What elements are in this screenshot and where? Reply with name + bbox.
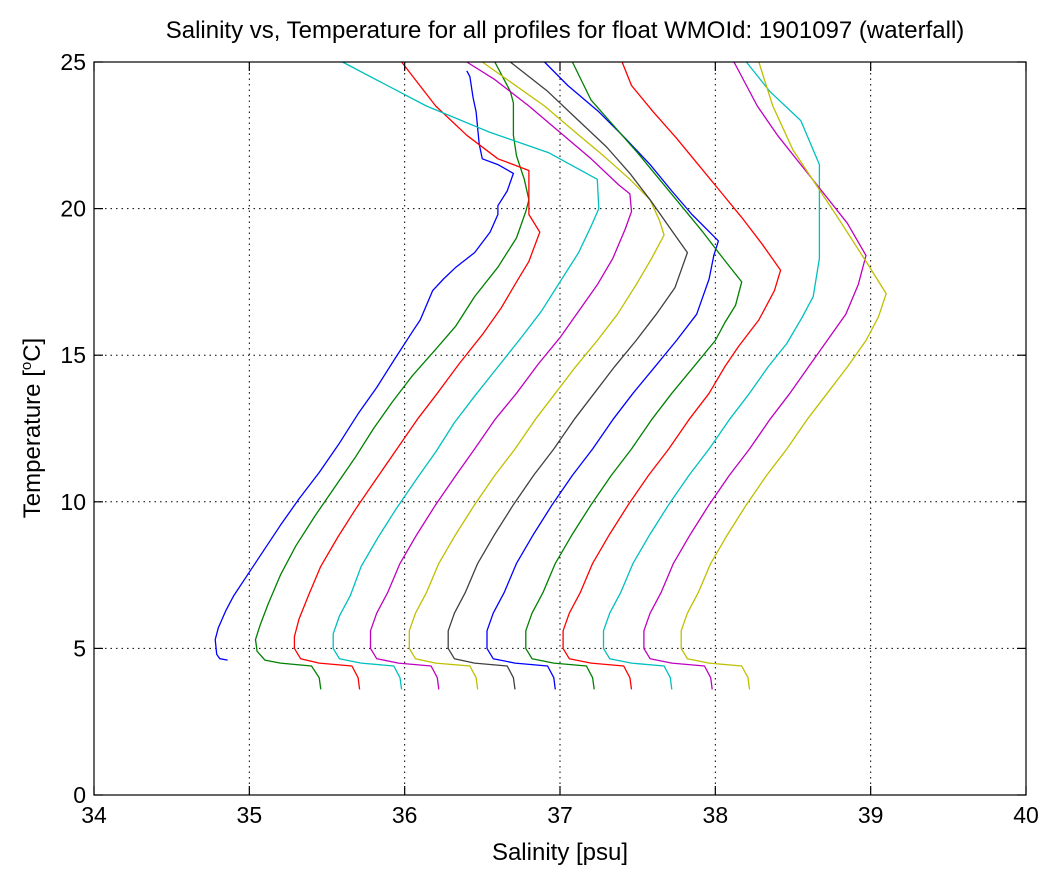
x-tick-label: 34 xyxy=(81,802,107,828)
y-tick-label: 15 xyxy=(60,342,86,368)
series-line-4 xyxy=(332,61,600,690)
data-series xyxy=(214,61,887,690)
grid-lines xyxy=(94,62,1026,795)
x-tick-label: 38 xyxy=(703,802,729,828)
x-tick-label: 40 xyxy=(1013,802,1039,828)
x-axis-label: Salinity [psu] xyxy=(492,839,628,866)
x-tick-labels: 34 35 36 37 38 39 40 xyxy=(81,802,1039,828)
y-tick-label: 0 xyxy=(73,782,86,808)
series-line-9 xyxy=(525,61,743,690)
x-tick-label: 35 xyxy=(237,802,263,828)
series-line-12 xyxy=(643,61,867,690)
y-tick-label: 20 xyxy=(60,196,86,222)
x-tick-label: 37 xyxy=(547,802,573,828)
chart-title: Salinity vs, Temperature for all profile… xyxy=(166,17,965,44)
y-axis-label: Temperature [oC] xyxy=(18,338,46,518)
y-tick-label: 5 xyxy=(73,635,86,661)
series-line-13 xyxy=(680,61,887,690)
y-tick-labels: 0 5 10 15 20 25 xyxy=(60,49,86,808)
y-tick-label: 25 xyxy=(60,49,86,75)
plot-frame xyxy=(93,61,1027,796)
y-axis-label-superscript: o xyxy=(18,362,35,370)
x-tick-label: 39 xyxy=(858,802,884,828)
series-line-2 xyxy=(254,61,530,690)
series-line-7 xyxy=(447,61,689,690)
y-axis-label-main: Temperature [ xyxy=(19,370,46,518)
series-line-6 xyxy=(408,61,665,690)
axis-ticks xyxy=(93,61,1027,796)
series-line-1 xyxy=(214,70,515,661)
y-tick-label: 10 xyxy=(60,489,86,515)
series-line-10 xyxy=(562,61,782,690)
series-line-8 xyxy=(486,61,720,690)
series-line-11 xyxy=(602,61,821,690)
x-tick-label: 36 xyxy=(392,802,418,828)
y-axis-label-unit: C] xyxy=(19,338,46,362)
series-line-5 xyxy=(369,61,633,690)
series-line-3 xyxy=(293,61,541,690)
